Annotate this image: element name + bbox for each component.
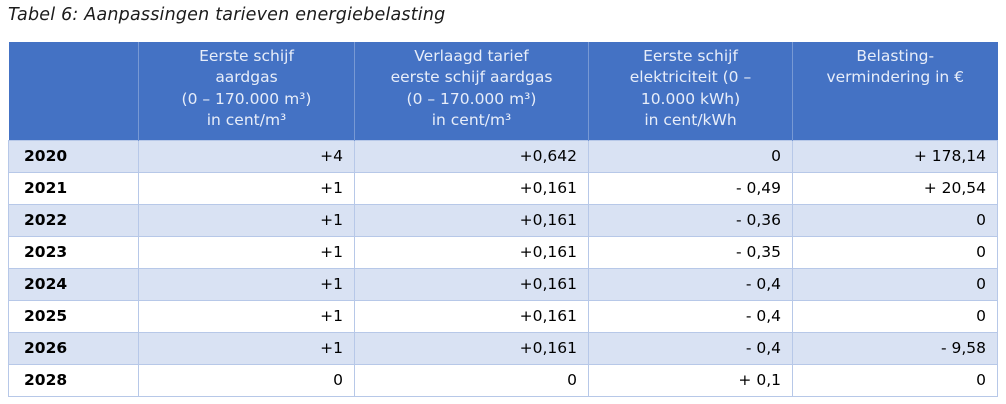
value-cell: +0,161: [354, 236, 589, 269]
table-row: 2023 +1 +0,161 - 0,35 0: [8, 236, 998, 269]
table-row: 2026 +1 +0,161 - 0,4 - 9,58: [8, 332, 998, 365]
table-row: 2022 +1 +0,161 - 0,36 0: [8, 204, 998, 237]
header-cell-gas-reduced-rate: Verlaagd tarief eerste schijf aardgas (0…: [354, 42, 589, 141]
value-cell: 0: [588, 140, 793, 173]
value-cell: 0: [138, 364, 355, 397]
year-cell: 2028: [8, 364, 139, 397]
value-cell: 0: [792, 364, 998, 397]
value-cell: +0,161: [354, 268, 589, 301]
value-cell: + 0,1: [588, 364, 793, 397]
year-cell: 2024: [8, 268, 139, 301]
value-cell: +0,161: [354, 332, 589, 365]
value-cell: +1: [138, 204, 355, 237]
value-cell: 0: [354, 364, 589, 397]
value-cell: 0: [792, 204, 998, 237]
table-row: 2020 +4 +0,642 0 + 178,14: [8, 140, 998, 173]
value-cell: 0: [792, 300, 998, 333]
table-row: 2025 +1 +0,161 - 0,4 0: [8, 300, 998, 333]
value-cell: +1: [138, 172, 355, 205]
value-cell: +1: [138, 300, 355, 333]
value-cell: +0,161: [354, 172, 589, 205]
year-cell: 2020: [8, 140, 139, 173]
value-cell: + 20,54: [792, 172, 998, 205]
table-body: 2020 +4 +0,642 0 + 178,14 2021 +1 +0,161…: [8, 140, 998, 397]
year-cell: 2021: [8, 172, 139, 205]
value-cell: - 0,36: [588, 204, 793, 237]
table-header: Eerste schijf aardgas (0 – 170.000 m³) i…: [8, 42, 998, 141]
value-cell: - 9,58: [792, 332, 998, 365]
header-row: Eerste schijf aardgas (0 – 170.000 m³) i…: [8, 42, 998, 141]
table-row: 2028 0 0 + 0,1 0: [8, 364, 998, 397]
year-cell: 2022: [8, 204, 139, 237]
value-cell: - 0,4: [588, 300, 793, 333]
table-row: 2024 +1 +0,161 - 0,4 0: [8, 268, 998, 301]
header-cell-tax-reduction: Belasting- vermindering in €: [792, 42, 998, 141]
table-row: 2021 +1 +0,161 - 0,49 + 20,54: [8, 172, 998, 205]
year-cell: 2025: [8, 300, 139, 333]
value-cell: +4: [138, 140, 355, 173]
value-cell: +0,161: [354, 300, 589, 333]
value-cell: +0,642: [354, 140, 589, 173]
value-cell: - 0,4: [588, 268, 793, 301]
value-cell: +0,161: [354, 204, 589, 237]
value-cell: 0: [792, 236, 998, 269]
value-cell: - 0,49: [588, 172, 793, 205]
value-cell: +1: [138, 236, 355, 269]
header-cell-electricity-first-bracket: Eerste schijf elektriciteit (0 – 10.000 …: [588, 42, 793, 141]
value-cell: - 0,4: [588, 332, 793, 365]
header-cell-year: [8, 42, 139, 141]
year-cell: 2023: [8, 236, 139, 269]
year-cell: 2026: [8, 332, 139, 365]
value-cell: + 178,14: [792, 140, 998, 173]
value-cell: 0: [792, 268, 998, 301]
energy-tax-table: Eerste schijf aardgas (0 – 170.000 m³) i…: [8, 42, 998, 397]
header-cell-gas-first-bracket: Eerste schijf aardgas (0 – 170.000 m³) i…: [138, 42, 355, 141]
table-caption: Tabel 6: Aanpassingen tarieven energiebe…: [8, 5, 446, 25]
value-cell: +1: [138, 268, 355, 301]
value-cell: +1: [138, 332, 355, 365]
value-cell: - 0,35: [588, 236, 793, 269]
